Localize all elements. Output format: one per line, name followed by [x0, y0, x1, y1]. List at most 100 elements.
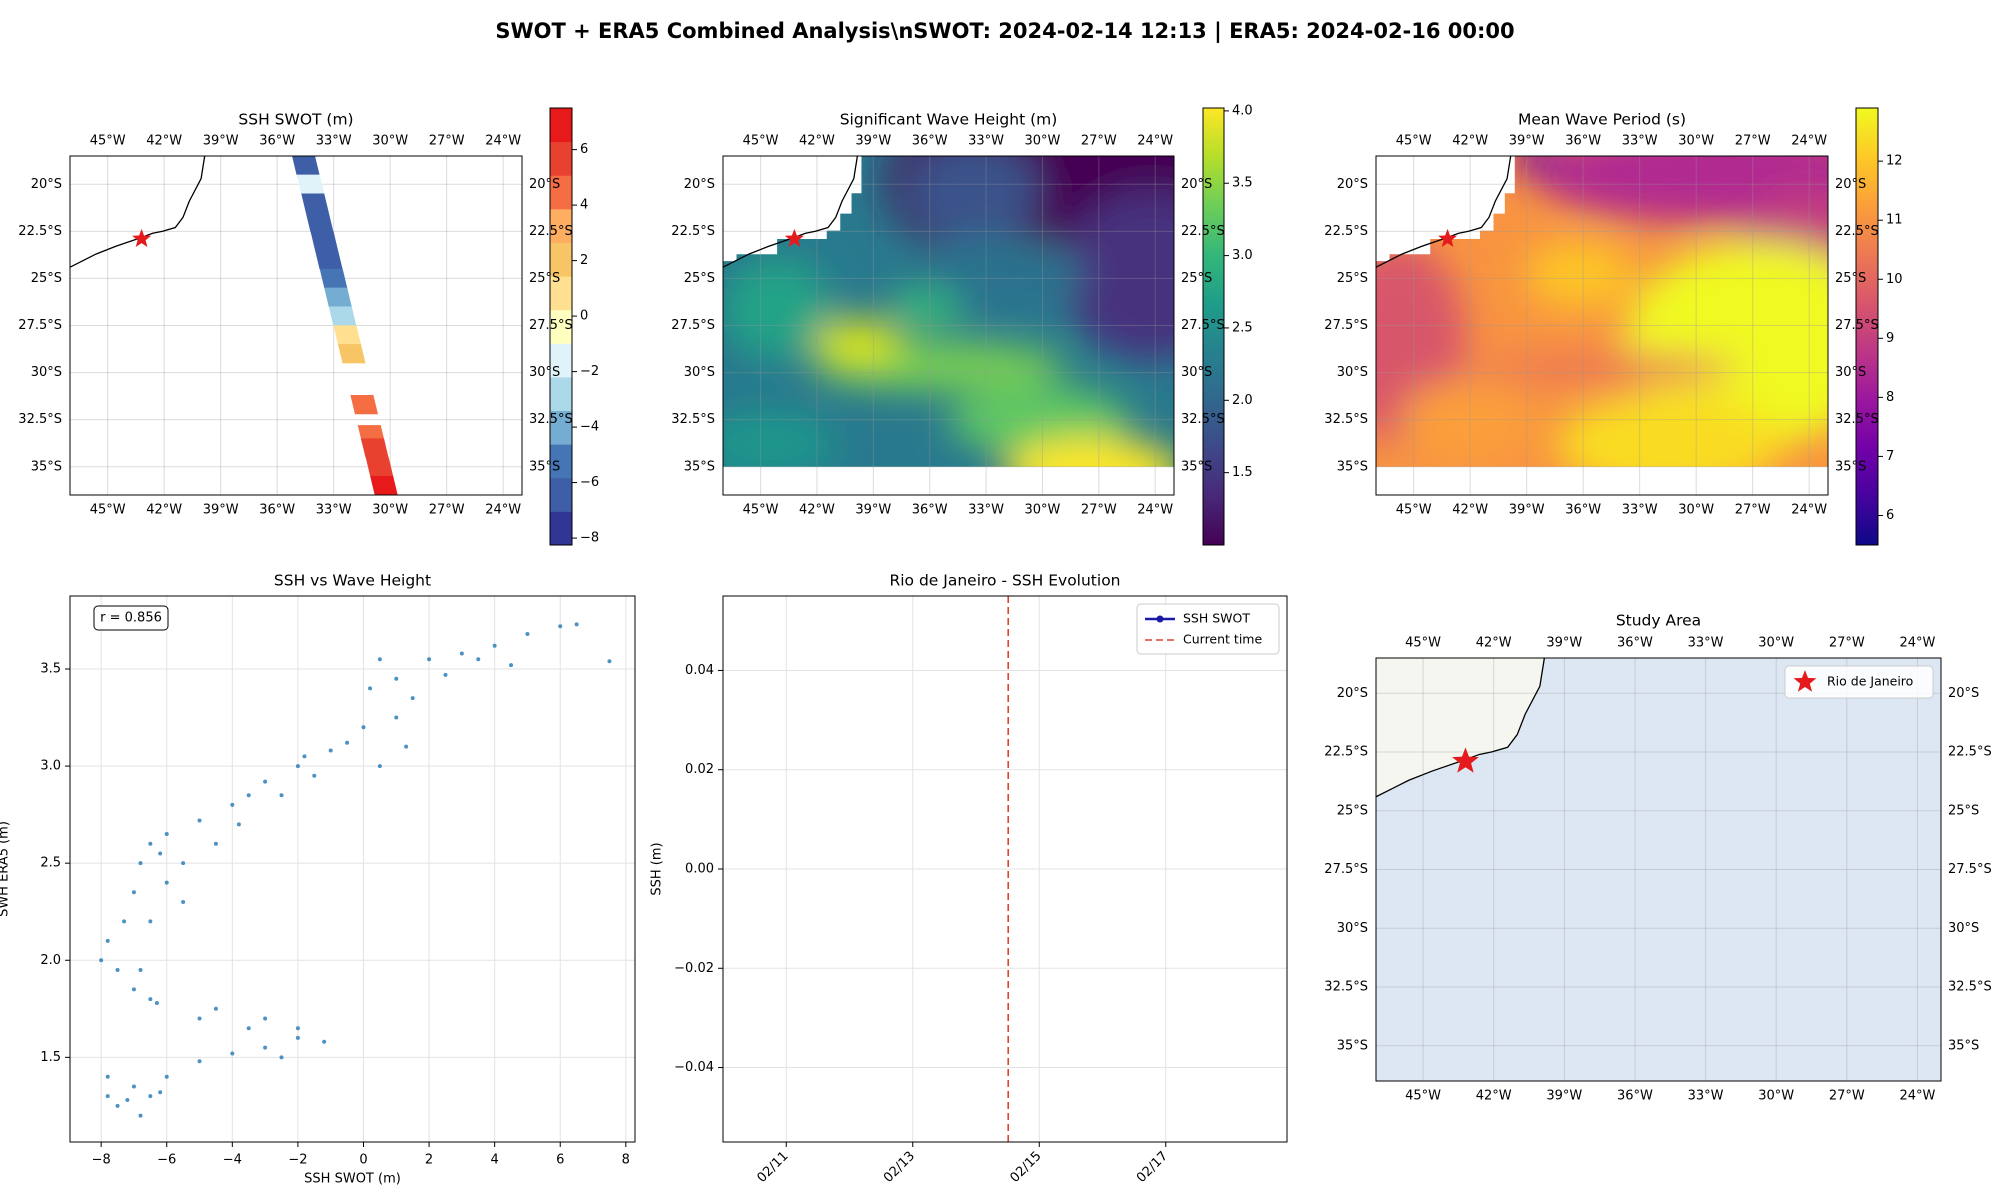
coastline — [1376, 658, 1546, 798]
y-tick-label: 22.5°S — [529, 224, 573, 239]
x-tick-label: 42°W — [1452, 134, 1488, 149]
y-tick-label: 35°S — [529, 459, 560, 474]
scatter-point — [158, 1090, 163, 1095]
chart-title: SSH vs Wave Height — [274, 572, 431, 590]
y-tick-label: 32.5°S — [1948, 980, 1992, 995]
x-tick-label: 4 — [491, 1153, 499, 1168]
x-tick-label: 30°W — [1758, 636, 1794, 651]
y-tick-label: 22.5°S — [18, 224, 62, 239]
scatter-point — [148, 997, 153, 1002]
scatter-point — [181, 900, 186, 905]
colorbar-tick-label: 4.0 — [1232, 103, 1253, 118]
y-tick-label: 35°S — [684, 459, 715, 474]
x-tick-label: 24°W — [1791, 134, 1827, 149]
x-tick-label: 24°W — [1900, 636, 1936, 651]
scatter-point — [154, 1000, 159, 1005]
scatter-point — [328, 748, 333, 753]
x-tick-label: 8 — [622, 1153, 630, 1168]
scatter-point — [131, 1084, 136, 1089]
colorbar-tick-label: 3.0 — [1232, 248, 1253, 263]
x-tick-label: 45°W — [90, 503, 126, 518]
y-tick-label: 32.5°S — [1324, 980, 1368, 995]
legend-box — [1136, 603, 1280, 655]
y-tick-label: 22.5°S — [1948, 745, 1992, 760]
x-tick-label: 39°W — [203, 503, 239, 518]
x-tick-label: 30°W — [1678, 503, 1714, 518]
y-tick-label: 22.5°S — [1324, 745, 1368, 760]
y-tick-label: 35°S — [1181, 459, 1212, 474]
y-tick-label: 30°S — [1181, 365, 1212, 380]
x-tick-label: 36°W — [912, 503, 948, 518]
field-blob — [1525, 240, 1634, 309]
colorbar-tick-label: 12 — [1886, 154, 1903, 169]
y-tick-label: 30°S — [529, 365, 560, 380]
x-tick-label: 2 — [425, 1153, 433, 1168]
x-tick-label: 30°W — [1758, 1089, 1794, 1104]
x-tick-label: 24°W — [1137, 503, 1173, 518]
y-tick-label: 3.0 — [40, 759, 61, 774]
field-blob — [723, 410, 836, 479]
scatter-point — [459, 651, 464, 656]
y-tick-label: 20°S — [1337, 686, 1368, 701]
x-tick-label: 27°W — [1735, 503, 1771, 518]
y-tick-label: 27.5°S — [18, 318, 62, 333]
field-blob — [889, 288, 963, 329]
colorbar-band — [550, 276, 572, 311]
location-marker — [1452, 747, 1479, 773]
colorbar-band — [550, 511, 572, 546]
x-tick-label: 27°W — [1829, 636, 1865, 651]
land-mask — [1376, 156, 1515, 262]
x-tick-label: 24°W — [485, 134, 521, 149]
x-tick-label: 42°W — [799, 134, 835, 149]
map-panel — [70, 156, 522, 495]
x-tick-label: 33°W — [968, 503, 1004, 518]
swath-cell — [314, 249, 343, 270]
swath-cell — [360, 438, 389, 458]
swath-cell — [305, 212, 334, 232]
colorbar-band — [550, 175, 572, 210]
field-blob — [1534, 156, 1828, 224]
scatter-point — [427, 657, 432, 662]
legend-label: Rio de Janeiro — [1827, 674, 1913, 689]
scatter-point — [279, 793, 284, 798]
scatter-point — [404, 744, 409, 749]
x-tick-label: 24°W — [1900, 1089, 1936, 1104]
swath-cell — [324, 287, 352, 307]
data-edge-mask — [723, 466, 1174, 495]
y-tick-label: 35°S — [1835, 459, 1866, 474]
annotation-box — [93, 605, 169, 631]
scatter-point — [138, 861, 143, 866]
colorbar-band — [550, 343, 572, 378]
y-tick-label: 20°S — [1835, 177, 1866, 192]
scatter-point — [322, 1039, 327, 1044]
y-tick-label: 32.5°S — [671, 412, 715, 427]
scatter-point — [125, 1098, 130, 1103]
colorbar-tick-label: 3.5 — [1232, 176, 1253, 191]
colorbar-band — [550, 410, 572, 445]
scatter-point — [246, 793, 251, 798]
x-tick-label: 36°W — [259, 134, 295, 149]
x-tick-label: 39°W — [1546, 1089, 1582, 1104]
chart-title: SSH SWOT (m) — [238, 111, 353, 129]
scatter-point — [295, 1026, 300, 1031]
x-tick-label: −4 — [223, 1153, 242, 1168]
scatter-point — [295, 764, 300, 769]
field-blob — [813, 318, 904, 367]
scatter-point — [197, 818, 202, 823]
location-marker — [132, 228, 152, 247]
scatter-point — [377, 764, 382, 769]
y-tick-label: 25°S — [529, 271, 560, 286]
x-tick-label: 02/11 — [754, 1149, 791, 1186]
y-tick-label: 25°S — [1337, 271, 1368, 286]
x-tick-label: 33°W — [1688, 636, 1724, 651]
y-tick-label: 30°S — [684, 365, 715, 380]
x-tick-label: 36°W — [912, 134, 948, 149]
x-tick-label: 45°W — [1405, 1089, 1441, 1104]
axes-frame — [722, 595, 1288, 1143]
scatter-point — [230, 802, 235, 807]
x-tick-label: 30°W — [1678, 134, 1714, 149]
y-tick-label: 2.0 — [40, 953, 61, 968]
y-tick-label: 25°S — [1835, 271, 1866, 286]
scatter-point — [295, 1035, 300, 1040]
x-tick-label: 45°W — [1396, 134, 1432, 149]
